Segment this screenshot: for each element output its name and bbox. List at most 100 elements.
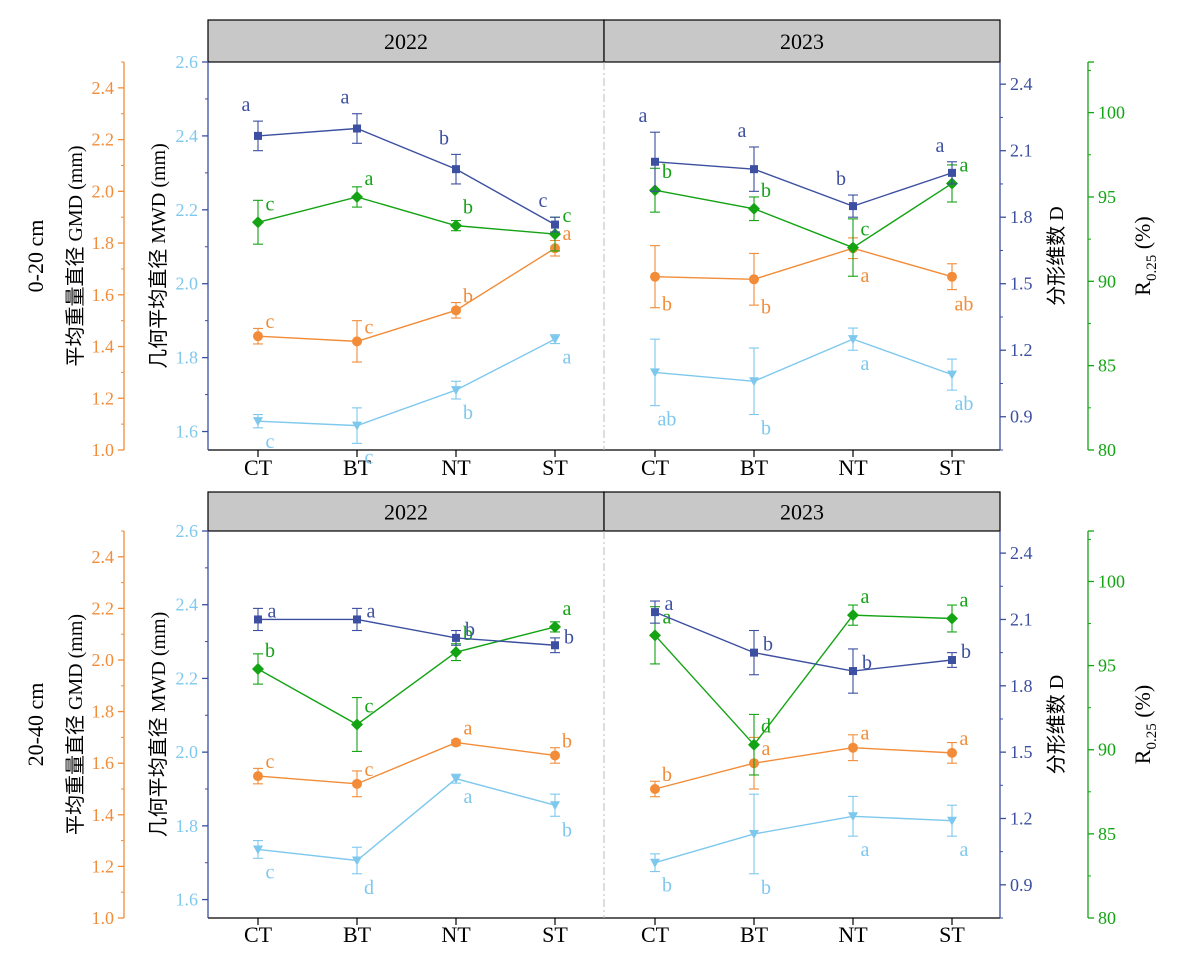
r025-line bbox=[257, 626, 556, 726]
r025-sig-letter: b bbox=[463, 197, 473, 219]
gmd-tick-label: 2.2 bbox=[92, 130, 115, 150]
mwd-line bbox=[654, 161, 953, 207]
r025-sig-letter: a bbox=[960, 154, 969, 176]
x-tick-label: ST bbox=[939, 455, 965, 480]
mwd-point bbox=[551, 641, 559, 650]
r025-point bbox=[847, 241, 859, 254]
d-sig-letter: a bbox=[563, 347, 572, 369]
mwd-axis-title: 几何平均直径 MWD (mm) bbox=[147, 143, 170, 369]
gmd-tick-label: 2.4 bbox=[92, 547, 115, 567]
r-tick-label: 90 bbox=[1098, 740, 1116, 760]
mwd-sig-letter: a bbox=[936, 135, 945, 157]
mwd-sig-letter: a bbox=[738, 120, 747, 142]
mwd-tick-label: 2.0 bbox=[176, 742, 199, 762]
r025-line bbox=[654, 182, 953, 249]
d-sig-letter: c bbox=[266, 431, 275, 453]
d-point bbox=[848, 812, 858, 822]
gmd-tick-label: 2.0 bbox=[92, 181, 115, 201]
r025-sig-letter: c bbox=[266, 193, 275, 215]
gmd-sig-letter: b bbox=[662, 294, 672, 316]
r-axis-title: R0.25 (%) bbox=[1130, 685, 1160, 764]
d-point bbox=[550, 801, 560, 811]
r025-point bbox=[351, 190, 363, 203]
x-tick-label: NT bbox=[441, 922, 471, 947]
gmd-sig-letter: b bbox=[761, 296, 771, 318]
r025-sig-letter: c bbox=[563, 205, 572, 227]
r-axis-title: R0.25 (%) bbox=[1130, 216, 1160, 295]
d-point bbox=[253, 845, 263, 855]
d-sig-letter: c bbox=[266, 861, 275, 883]
mwd-tick-label: 2.4 bbox=[176, 126, 199, 146]
year-strip bbox=[207, 491, 605, 532]
gmd-point bbox=[947, 747, 957, 758]
mwd-tick-label: 1.8 bbox=[176, 816, 199, 836]
x-tick-label: BT bbox=[343, 922, 372, 947]
gmd-point bbox=[352, 336, 362, 347]
mwd-axis-title: 几何平均直径 MWD (mm) bbox=[147, 612, 170, 838]
x-tick-label: BT bbox=[343, 455, 372, 480]
gmd-tick-label: 1.2 bbox=[92, 856, 115, 876]
d-line bbox=[257, 777, 556, 862]
mwd-point bbox=[651, 608, 659, 617]
gmd-sig-letter: a bbox=[861, 265, 870, 287]
mwd-point bbox=[750, 165, 758, 174]
d-line bbox=[654, 338, 953, 382]
d-tick-label: 2.4 bbox=[1010, 74, 1033, 94]
gmd-axis-title: 平均重量直径 GMD (mm) bbox=[64, 614, 87, 835]
mwd-sig-letter: b bbox=[862, 652, 872, 674]
r025-sig-letter: b bbox=[265, 640, 275, 662]
d-sig-letter: b bbox=[662, 875, 672, 897]
gmd-tick-label: 1.4 bbox=[92, 337, 115, 357]
mwd-tick-label: 2.2 bbox=[176, 200, 199, 220]
year-strip bbox=[603, 491, 1001, 532]
mwd-sig-letter: b bbox=[439, 127, 449, 149]
x-tick-label: CT bbox=[641, 455, 670, 480]
mwd-sig-letter: b bbox=[836, 168, 846, 190]
r025-line bbox=[257, 196, 556, 235]
gmd-line bbox=[257, 741, 556, 785]
r025-sig-letter: a bbox=[563, 598, 572, 620]
gmd-sig-letter: c bbox=[365, 759, 374, 781]
d-tick-label: 1.5 bbox=[1010, 742, 1033, 762]
mwd-point bbox=[948, 656, 956, 664]
panel-0: 2022 2023 CT BT NT ST CT BT NT ST 1.0 1.2 1.4 1.6 1.8 2… bbox=[23, 19, 1160, 480]
r025-sig-letter: a bbox=[960, 589, 969, 611]
depth-label: 0-20 cm bbox=[23, 220, 48, 293]
d-point bbox=[352, 856, 362, 866]
mwd-sig-letter: a bbox=[367, 600, 376, 622]
d-sig-letter: a bbox=[464, 786, 473, 808]
mwd-sig-letter: a bbox=[639, 105, 648, 127]
r025-point bbox=[450, 219, 462, 232]
r025-point bbox=[847, 609, 859, 622]
d-sig-letter: d bbox=[364, 877, 374, 899]
x-tick-label: CT bbox=[244, 922, 273, 947]
mwd-tick-label: 2.0 bbox=[176, 274, 199, 294]
mwd-sig-letter: a bbox=[268, 600, 277, 622]
gmd-sig-letter: c bbox=[266, 751, 275, 773]
r-tick-label: 90 bbox=[1098, 271, 1116, 291]
mwd-point bbox=[452, 165, 460, 174]
mwd-sig-letter: c bbox=[539, 190, 548, 212]
gmd-sig-letter: b bbox=[662, 764, 672, 786]
mwd-tick-label: 1.8 bbox=[176, 348, 199, 368]
x-tick-label: BT bbox=[740, 455, 769, 480]
x-tick-label: ST bbox=[542, 455, 568, 480]
gmd-tick-label: 2.2 bbox=[92, 598, 115, 618]
r025-point bbox=[549, 620, 561, 633]
mwd-point bbox=[254, 131, 262, 140]
mwd-line bbox=[257, 127, 556, 226]
gmd-line bbox=[257, 247, 556, 343]
gmd-point bbox=[749, 274, 759, 285]
d-sig-letter: a bbox=[960, 839, 969, 861]
gmd-point bbox=[650, 784, 660, 794]
d-point bbox=[352, 421, 362, 431]
mwd-point bbox=[651, 157, 659, 166]
gmd-sig-letter: a bbox=[464, 718, 473, 740]
mwd-point bbox=[948, 168, 956, 177]
d-sig-letter: b bbox=[463, 402, 473, 424]
gmd-sig-letter: a bbox=[563, 223, 572, 245]
mwd-tick-label: 1.6 bbox=[176, 422, 199, 442]
gmd-tick-label: 2.4 bbox=[92, 78, 115, 98]
d-sig-letter: b bbox=[761, 418, 771, 440]
gmd-sig-letter: c bbox=[365, 316, 374, 338]
